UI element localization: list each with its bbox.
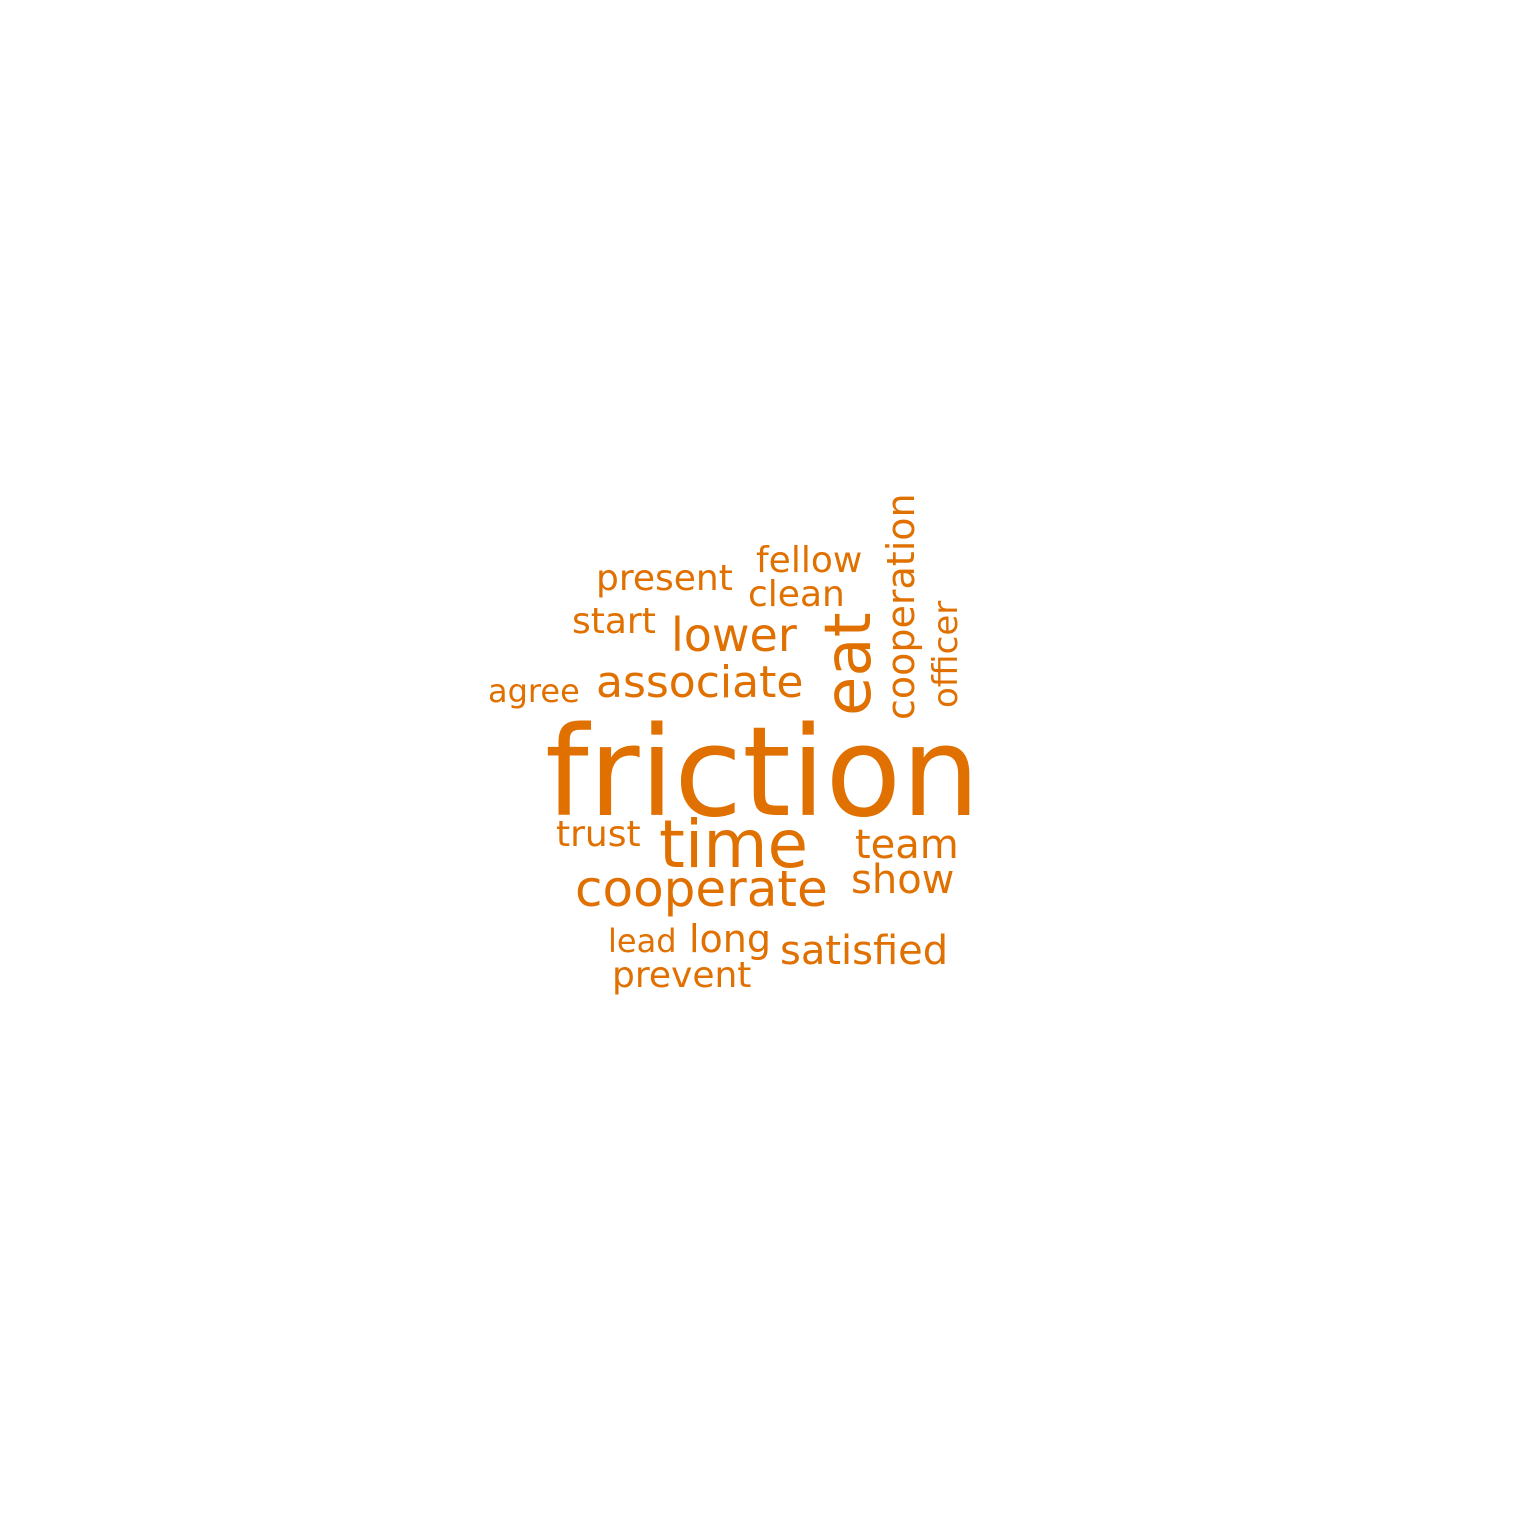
word-friction: friction [545,701,980,845]
word-time: time [659,806,808,883]
word-cooperation: cooperation [879,493,923,720]
word-lower: lower [671,608,797,662]
word-clean: clean [748,574,845,615]
word-eat: eat [812,612,886,716]
word-trust: trust [556,814,641,855]
word-start: start [572,601,656,642]
word-associate: associate [596,657,803,708]
word-satisfied: satisfied [780,928,948,974]
word-agree: agree [488,672,580,710]
word-lead: lead [608,922,677,960]
word-officer: officer [926,601,966,708]
word-present: present [596,558,733,599]
word-fellow: fellow [756,540,862,581]
word-cloud-group: friction time eat cooperate associate lo… [488,493,980,996]
word-show: show [851,857,954,903]
word-prevent: prevent [612,955,751,996]
word-cooperate: cooperate [575,860,828,918]
word-long: long [689,917,771,961]
word-team: team [855,822,959,868]
